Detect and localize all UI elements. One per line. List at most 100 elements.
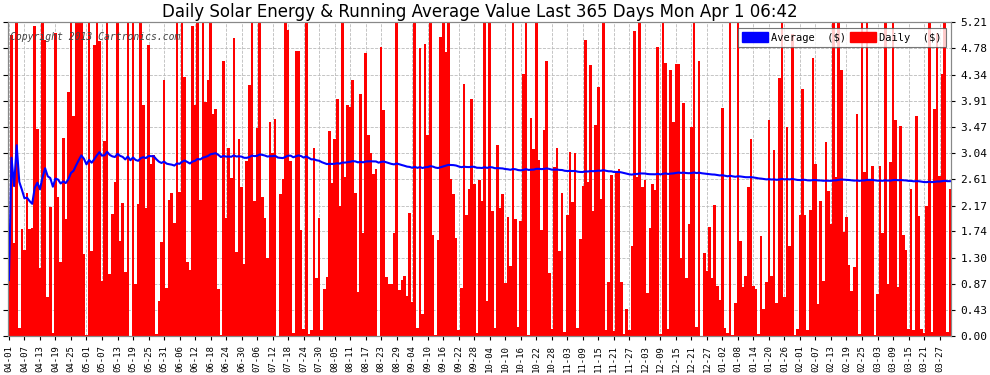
Bar <box>445 52 447 336</box>
Bar <box>931 332 934 336</box>
Bar <box>545 61 547 336</box>
Bar <box>749 139 752 336</box>
Bar <box>250 22 253 336</box>
Bar <box>796 329 799 336</box>
Bar <box>841 70 842 336</box>
Bar <box>395 22 398 336</box>
Bar <box>207 81 209 336</box>
Bar <box>67 92 69 336</box>
Bar <box>212 114 215 336</box>
Bar <box>473 184 475 336</box>
Bar <box>346 105 348 336</box>
Bar <box>331 183 334 336</box>
Bar <box>884 22 887 336</box>
Bar <box>268 122 271 336</box>
Bar <box>114 182 116 336</box>
Bar <box>258 22 261 336</box>
Bar <box>892 22 894 336</box>
Bar <box>672 122 674 336</box>
Bar <box>23 250 26 336</box>
Bar <box>284 22 287 336</box>
Bar <box>773 150 775 336</box>
Bar <box>690 127 693 336</box>
Bar <box>889 162 892 336</box>
Bar <box>900 126 902 336</box>
Bar <box>574 153 576 336</box>
Bar <box>721 108 724 336</box>
Bar <box>109 274 111 336</box>
Bar <box>253 201 255 336</box>
Bar <box>124 272 127 336</box>
Bar <box>72 116 75 336</box>
Bar <box>833 22 835 336</box>
Bar <box>287 30 289 336</box>
Bar <box>934 108 936 336</box>
Bar <box>93 45 95 336</box>
Bar <box>876 294 879 336</box>
Bar <box>209 22 212 336</box>
Bar <box>533 149 535 336</box>
Bar <box>481 201 483 336</box>
Bar <box>871 166 873 336</box>
Bar <box>860 22 863 336</box>
Bar <box>54 33 56 336</box>
Bar <box>520 220 522 336</box>
Bar <box>897 287 900 336</box>
Bar <box>173 224 175 336</box>
Bar <box>940 74 943 336</box>
Bar <box>351 80 354 336</box>
Bar <box>770 276 773 336</box>
Bar <box>677 64 680 336</box>
Bar <box>918 216 920 336</box>
Bar <box>403 276 406 336</box>
Bar <box>525 22 528 336</box>
Bar <box>550 329 553 336</box>
Bar <box>85 335 88 336</box>
Bar <box>778 78 780 336</box>
Bar <box>589 65 592 336</box>
Bar <box>680 258 682 336</box>
Bar <box>825 142 827 336</box>
Bar <box>538 160 541 336</box>
Bar <box>664 63 667 336</box>
Bar <box>835 177 838 336</box>
Bar <box>419 48 422 336</box>
Bar <box>119 242 122 336</box>
Bar <box>375 169 377 336</box>
Bar <box>361 233 364 336</box>
Bar <box>820 201 822 336</box>
Bar <box>344 177 346 336</box>
Bar <box>698 62 701 336</box>
Bar <box>261 196 263 336</box>
Bar <box>838 22 841 336</box>
Bar <box>907 329 910 336</box>
Bar <box>422 314 424 336</box>
Bar <box>799 216 801 336</box>
Bar <box>411 303 414 336</box>
Bar <box>682 104 685 336</box>
Bar <box>142 105 145 336</box>
Bar <box>101 281 103 336</box>
Bar <box>318 218 321 336</box>
Bar <box>204 102 207 336</box>
Bar <box>183 76 186 336</box>
Bar <box>315 278 318 336</box>
Bar <box>923 333 926 336</box>
Bar <box>687 225 690 336</box>
Bar <box>553 166 555 336</box>
Bar <box>18 328 21 336</box>
Text: Copyright 2013 Cartronics.com: Copyright 2013 Cartronics.com <box>10 32 180 42</box>
Bar <box>594 124 597 336</box>
Bar <box>853 267 855 336</box>
Bar <box>615 172 618 336</box>
Bar <box>339 206 342 336</box>
Bar <box>334 139 336 336</box>
Bar <box>241 187 243 336</box>
Bar <box>308 334 310 336</box>
Bar <box>215 109 217 336</box>
Bar <box>468 189 470 336</box>
Bar <box>440 37 442 336</box>
Bar <box>902 235 905 336</box>
Bar <box>734 303 737 336</box>
Bar <box>656 47 659 336</box>
